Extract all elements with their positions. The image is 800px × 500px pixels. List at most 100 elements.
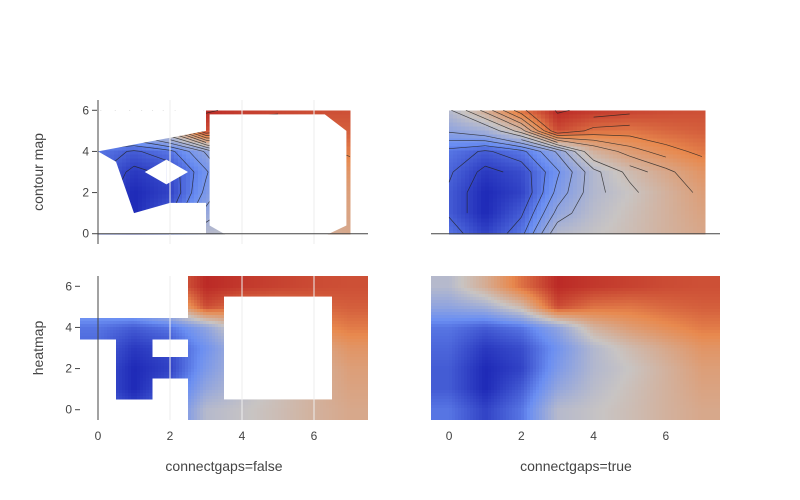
- heatmap-cell: [197, 339, 201, 343]
- contour-fill: [154, 186, 159, 191]
- contour-fill: [505, 134, 510, 139]
- contour-fill: [150, 178, 155, 183]
- contour-fill: [597, 214, 602, 219]
- heatmap-cell: [164, 318, 168, 322]
- contour-fill: [166, 142, 171, 147]
- heatmap-cell: [143, 348, 147, 352]
- contour-fill: [593, 190, 598, 195]
- contour-fill: [677, 198, 682, 203]
- heatmap-cell: [191, 291, 195, 295]
- contour-fill: [206, 130, 211, 135]
- contour-fill: [585, 118, 590, 123]
- contour-fill: [605, 138, 610, 143]
- contour-fill: [517, 222, 522, 227]
- heatmap-cell: [191, 348, 195, 352]
- contour-fill: [629, 114, 634, 119]
- contour-fill: [569, 202, 574, 207]
- contour-fill: [565, 146, 570, 151]
- contour-fill: [653, 150, 658, 155]
- contour-fill: [677, 154, 682, 159]
- heatmap-cell: [104, 333, 108, 337]
- contour-fill: [641, 226, 646, 231]
- heatmap-cell: [116, 393, 120, 397]
- contour-fill: [561, 202, 566, 207]
- contour-line: [582, 171, 586, 193]
- contour-fill: [485, 174, 490, 179]
- heatmap-cell: [116, 378, 120, 382]
- contour-fill: [641, 198, 646, 203]
- heatmap-cell: [188, 330, 192, 334]
- contour-fill: [114, 154, 119, 159]
- contour-fill: [234, 110, 239, 115]
- contour-fill: [142, 194, 147, 199]
- contour-fill: [593, 154, 598, 159]
- contour-fill: [673, 174, 678, 179]
- contour-fill: [513, 194, 518, 199]
- contour-line: [499, 130, 522, 137]
- contour-fill: [553, 154, 558, 159]
- contour-fill: [665, 154, 670, 159]
- contour-fill: [577, 126, 582, 131]
- heatmap-cell: [146, 387, 150, 391]
- contour-fill: [669, 126, 674, 131]
- contour-fill: [569, 170, 574, 175]
- contour-fill: [501, 178, 506, 183]
- contour-fill: [513, 178, 518, 183]
- contour-fill: [657, 230, 662, 235]
- contour-fill: [118, 166, 123, 171]
- contour-fill: [457, 214, 462, 219]
- contour-fill: [613, 166, 618, 171]
- contour-fill: [525, 122, 530, 127]
- contour-fill: [629, 170, 634, 175]
- contour-fill: [601, 214, 606, 219]
- contour-fill: [146, 202, 151, 207]
- contour-line: [465, 109, 486, 119]
- contour-fill: [601, 190, 606, 195]
- contour-fill: [505, 162, 510, 167]
- heatmap-cell: [119, 375, 123, 379]
- contour-fill: [134, 182, 139, 187]
- contour-fill: [509, 178, 514, 183]
- contour-fill: [577, 186, 582, 191]
- heatmap-cell: [188, 363, 192, 367]
- contour-fill: [493, 230, 498, 235]
- heatmap-cell: [119, 324, 123, 328]
- heatmap-cell: [200, 318, 204, 322]
- contour-fill: [521, 154, 526, 159]
- contour-fill: [473, 226, 478, 231]
- contour-fill: [485, 186, 490, 191]
- contour-fill: [669, 138, 674, 143]
- contour-fill: [122, 150, 127, 155]
- contour-fill: [198, 186, 203, 191]
- contour-fill: [170, 186, 175, 191]
- contour-fill: [529, 142, 534, 147]
- contour-fill: [146, 150, 151, 155]
- heatmap-cell: [158, 366, 162, 370]
- contour-fill: [569, 138, 574, 143]
- contour-fill: [673, 150, 678, 155]
- contour-fill: [609, 214, 614, 219]
- contour-fill: [697, 162, 702, 167]
- contour-fill: [685, 174, 690, 179]
- heatmap-cell: [194, 351, 198, 355]
- contour-fill: [485, 110, 490, 115]
- contour-fill: [561, 206, 566, 211]
- contour-fill: [701, 138, 706, 143]
- contour-fill: [629, 138, 634, 143]
- contour-fill: [106, 154, 111, 159]
- contour-line: [485, 124, 500, 132]
- heatmap-cell: [125, 318, 129, 322]
- heatmap-cell: [176, 321, 180, 325]
- heatmap-cell: [197, 333, 201, 337]
- contour-fill: [669, 170, 674, 175]
- heatmap-cell: [125, 387, 129, 391]
- heatmap-cell: [188, 324, 192, 328]
- contour-fill: [609, 186, 614, 191]
- contour-fill: [701, 134, 706, 139]
- heatmap-cell: [134, 354, 138, 358]
- heatmap-cell: [116, 369, 120, 373]
- contour-fill: [645, 118, 650, 123]
- contour-fill: [529, 130, 534, 135]
- contour-fill: [557, 194, 562, 199]
- contour-fill: [645, 114, 650, 119]
